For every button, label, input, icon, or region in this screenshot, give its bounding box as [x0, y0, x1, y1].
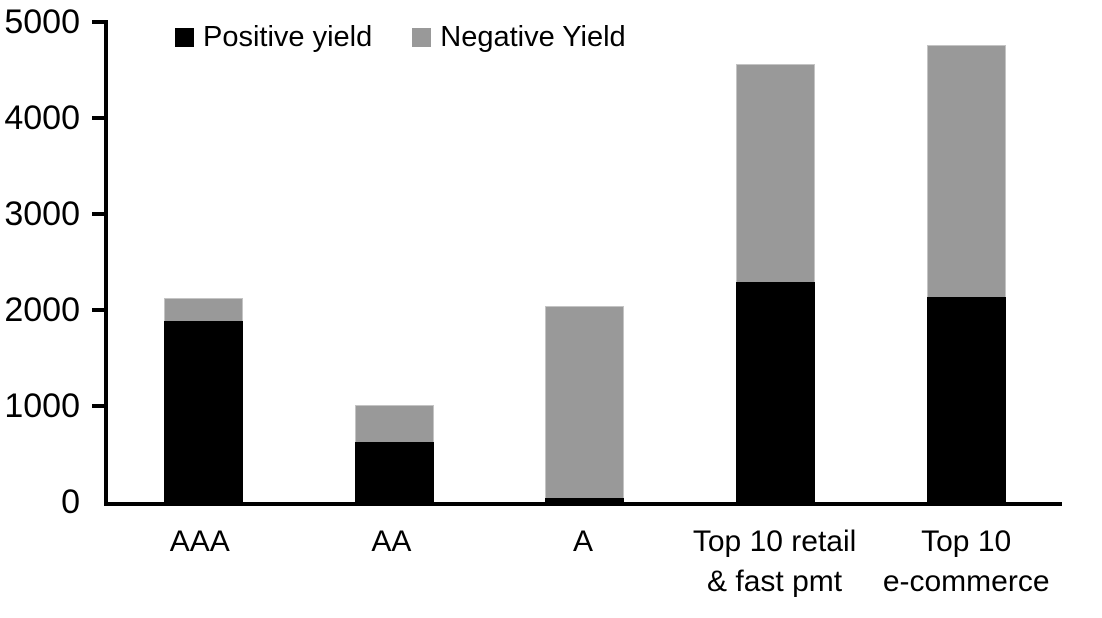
y-tick-label-3000: 3000 — [4, 195, 80, 233]
bar-segment-negative-yield-a — [545, 306, 625, 499]
bar-segment-positive-yield-a — [545, 498, 625, 502]
x-axis-label-aa: AA — [371, 525, 412, 558]
y-tick-mark-2000 — [92, 308, 105, 312]
x-axis-label-a: A — [572, 525, 593, 558]
bar-segment-negative-yield-top-10-retail-fast-pmt — [736, 64, 816, 283]
y-tick-label-2000: 2000 — [4, 291, 80, 329]
bar-a — [490, 22, 681, 502]
legend-item-positive-yield: Positive yield — [175, 20, 372, 54]
y-axis — [104, 20, 108, 506]
bar-segment-negative-yield-top-10-e-commerce — [927, 45, 1007, 297]
x-axis-label-top-10-e-commerce: Top 10 e-commerce — [882, 525, 1050, 598]
bar-segment-positive-yield-aa — [354, 442, 434, 502]
x-axis — [104, 502, 1062, 506]
x-axis-label-top-10-retail-fast-pmt: Top 10 retail & fast pmt — [692, 525, 857, 598]
legend-item-negative-yield: Negative Yield — [412, 20, 626, 54]
y-tick-mark-1000 — [92, 404, 105, 408]
x-axis-label-aaa: AAA — [169, 525, 230, 558]
bar-segment-negative-yield-aa — [354, 405, 434, 443]
positive-yield-swatch-icon — [175, 27, 194, 47]
bar-segment-negative-yield-aaa — [163, 297, 243, 321]
bar-segment-positive-yield-top-10-e-commerce — [927, 296, 1007, 502]
y-tick-mark-3000 — [92, 212, 105, 216]
x-axis-labels: AAA AA A Top 10 retail & fast pmt Top 10 e-c… — [104, 522, 1062, 602]
legend-label-positive-yield: Positive yield — [203, 21, 373, 53]
negative-yield-swatch-icon — [412, 27, 432, 47]
y-tick-label-5000: 5000 — [4, 3, 80, 41]
legend-label-negative-yield: Negative Yield — [440, 21, 626, 53]
legend: Positive yield Negative Yield — [175, 20, 626, 54]
bar-top-10-retail-fast-pmt — [680, 22, 871, 502]
bar-segment-positive-yield-top-10-retail-fast-pmt — [736, 282, 816, 502]
plot-area — [108, 22, 1062, 502]
bar-aa — [299, 22, 490, 502]
y-tick-label-1000: 1000 — [4, 387, 80, 425]
y-tick-mark-5000 — [92, 20, 105, 24]
y-tick-mark-4000 — [92, 116, 105, 120]
bar-top-10-e-commerce — [871, 22, 1062, 502]
bar-aaa — [108, 22, 299, 502]
y-tick-label-0: 0 — [61, 483, 80, 521]
y-tick-label-4000: 4000 — [4, 99, 80, 137]
bar-segment-positive-yield-aaa — [163, 320, 243, 502]
